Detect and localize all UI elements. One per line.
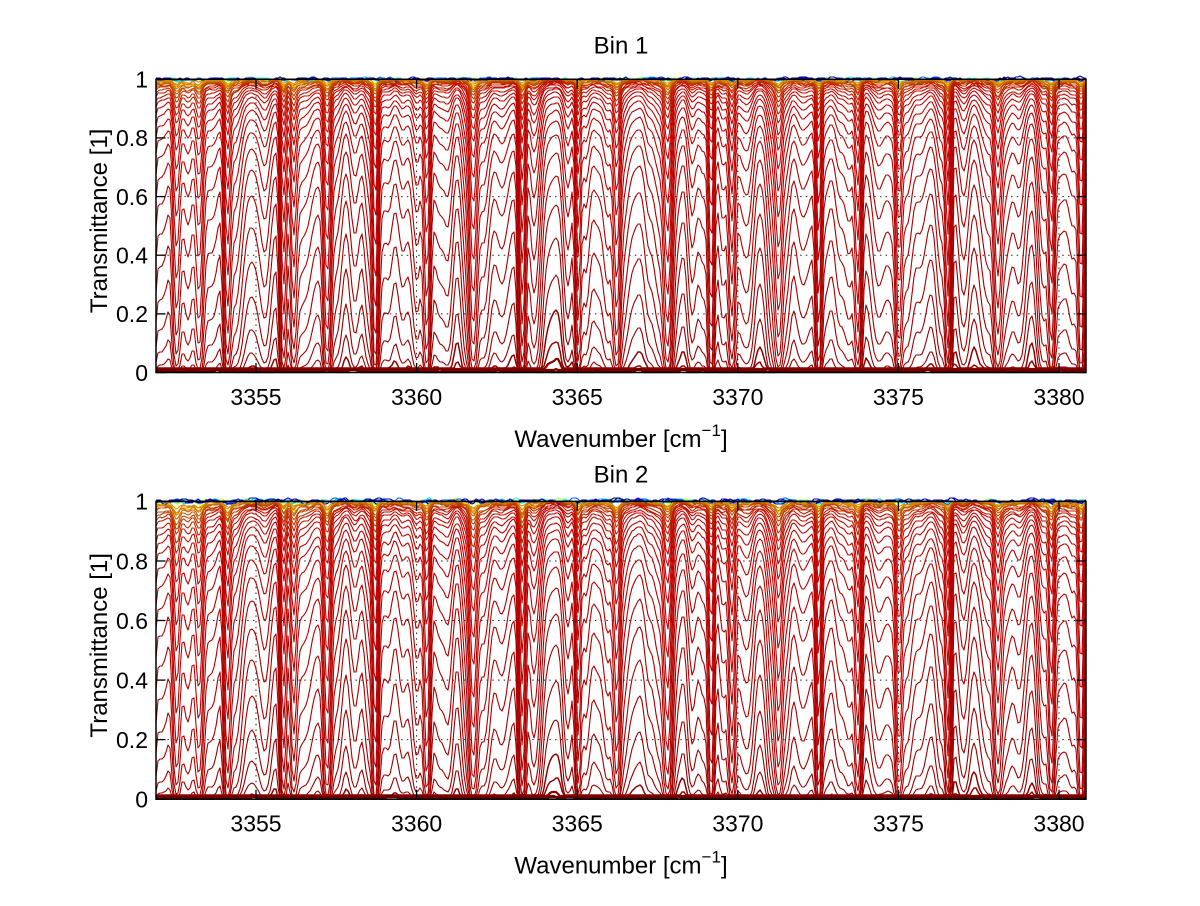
svg-text:3380: 3380 bbox=[1033, 384, 1084, 410]
svg-text:Transmittance [1]: Transmittance [1] bbox=[86, 553, 113, 738]
svg-text:0: 0 bbox=[135, 360, 148, 386]
svg-text:3375: 3375 bbox=[873, 384, 924, 410]
svg-text:Wavenumber [cm−1]: Wavenumber [cm−1] bbox=[514, 848, 727, 880]
svg-text:Wavenumber [cm−1]: Wavenumber [cm−1] bbox=[514, 421, 727, 453]
svg-text:3360: 3360 bbox=[391, 384, 442, 410]
svg-text:3360: 3360 bbox=[391, 811, 442, 837]
svg-text:Bin 2: Bin 2 bbox=[594, 462, 649, 489]
svg-text:0.8: 0.8 bbox=[116, 548, 148, 574]
svg-text:Transmittance [1]: Transmittance [1] bbox=[86, 129, 113, 314]
svg-text:3365: 3365 bbox=[552, 811, 603, 837]
svg-text:0.6: 0.6 bbox=[116, 608, 148, 634]
svg-text:0.8: 0.8 bbox=[116, 125, 148, 151]
svg-text:3365: 3365 bbox=[552, 384, 603, 410]
svg-text:3375: 3375 bbox=[873, 811, 924, 837]
svg-text:0.2: 0.2 bbox=[116, 301, 148, 327]
svg-text:0.4: 0.4 bbox=[116, 667, 148, 693]
svg-text:0.2: 0.2 bbox=[116, 727, 148, 753]
svg-text:1: 1 bbox=[135, 67, 148, 93]
svg-text:3355: 3355 bbox=[230, 384, 281, 410]
svg-text:0: 0 bbox=[135, 787, 148, 813]
svg-text:3355: 3355 bbox=[230, 811, 281, 837]
svg-text:3370: 3370 bbox=[712, 384, 763, 410]
svg-text:1: 1 bbox=[135, 489, 148, 515]
svg-text:3370: 3370 bbox=[712, 811, 763, 837]
svg-text:Bin 1: Bin 1 bbox=[594, 33, 649, 60]
svg-text:3380: 3380 bbox=[1033, 811, 1084, 837]
svg-text:0.6: 0.6 bbox=[116, 184, 148, 210]
svg-text:0.4: 0.4 bbox=[116, 243, 148, 269]
